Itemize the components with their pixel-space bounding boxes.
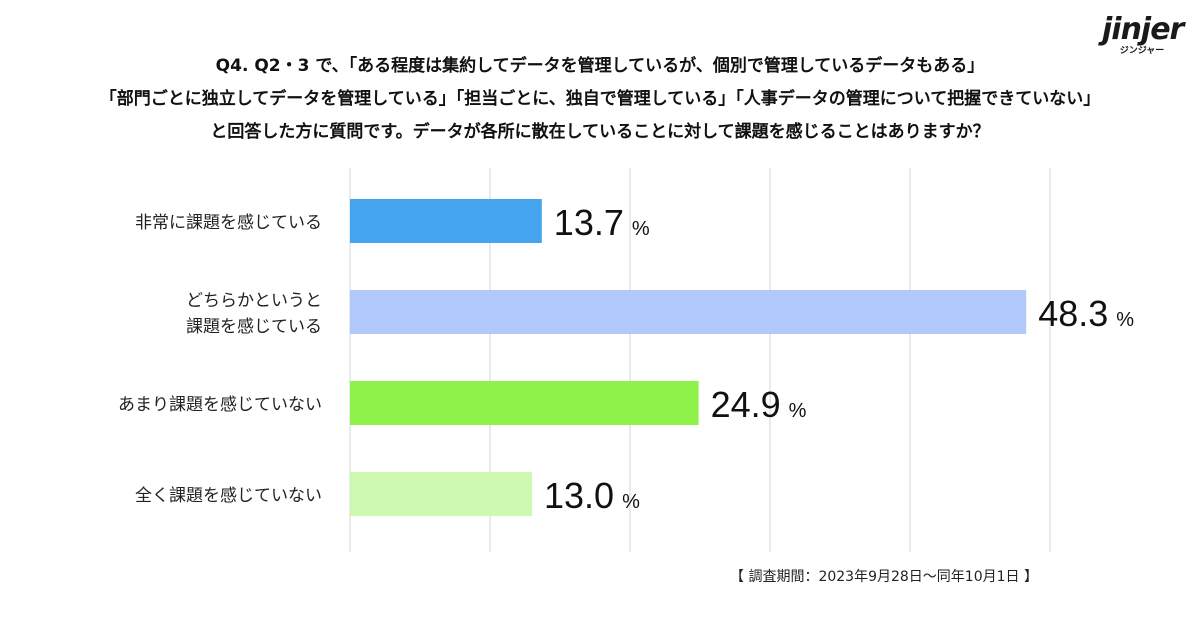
question-title: Q4. Q2・3 で、「ある程度は集約してデータを管理しているが、個別で管理して… [0,50,1200,149]
value-label: 13.7% [554,202,650,243]
survey-period-note: 【 調査期間：2023年9月28日〜同年10月1日 】 [730,569,1038,585]
value-label: 48.3% [1038,293,1134,334]
logo-subtext: ジンジャー [1119,46,1165,56]
category-label: どちらかというと課題を感じている [186,291,322,337]
bar [350,290,1027,334]
category-label: 全く課題を感じていない [135,486,322,506]
jinjer-logo: jinjer ジンジャー [1102,12,1184,57]
bar [350,199,542,243]
bar [350,381,699,425]
title-line-2: 「部門ごとに独立してデータを管理している」「担当ごとに、独自で管理している」「人… [99,89,1101,109]
title-line-3: と回答した方に質問です。データが各所に散在していることに対して課題を感じることは… [210,122,990,142]
title-line-1: Q4. Q2・3 で、「ある程度は集約してデータを管理しているが、個別で管理して… [215,56,985,76]
category-label: 非常に課題を感じている [135,213,322,233]
category-label: あまり課題を感じていない [118,395,322,415]
logo-wordmark: jinjer [1102,12,1184,47]
value-label: 13.0% [544,475,640,516]
bar [350,472,532,516]
value-label: 24.9% [711,384,807,425]
